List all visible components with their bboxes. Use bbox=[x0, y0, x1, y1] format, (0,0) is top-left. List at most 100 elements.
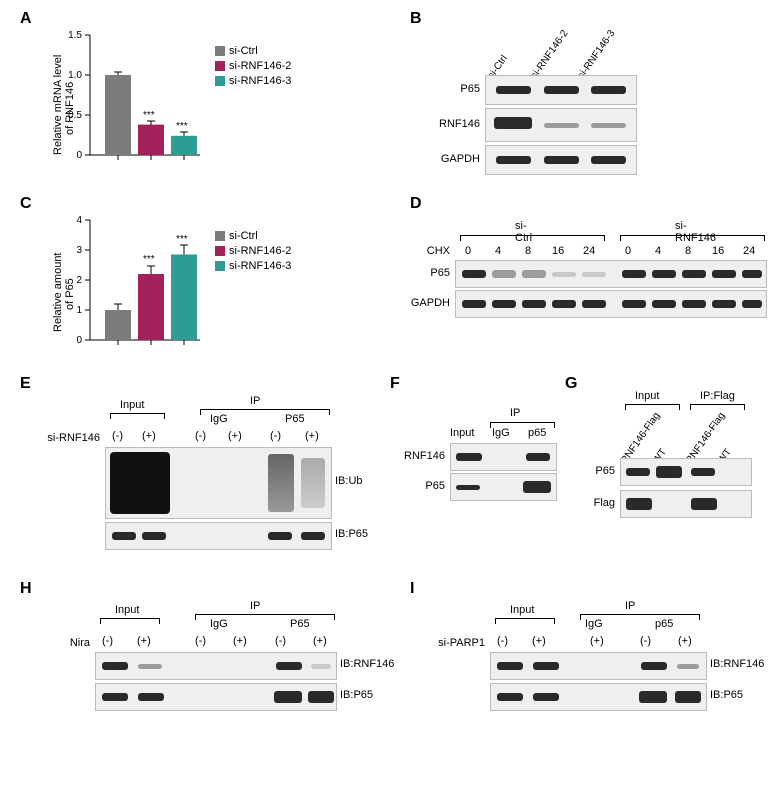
panel-F-igg: IgG bbox=[492, 427, 510, 439]
panel-D-group2: si-RNF146 bbox=[675, 220, 716, 244]
panel-I-blot2 bbox=[490, 683, 707, 711]
panel-A-ylabel-2: of RNF146 bbox=[64, 82, 76, 135]
svg-text:2: 2 bbox=[76, 275, 82, 286]
panel-B-row2: RNF146 bbox=[430, 118, 480, 130]
panel-I-pm1: (-) bbox=[497, 635, 508, 647]
svg-text:3: 3 bbox=[76, 245, 82, 256]
panel-B-blot1 bbox=[485, 75, 637, 105]
panel-D-blot2 bbox=[455, 290, 767, 318]
panel-E-pm5: (-) bbox=[270, 430, 281, 442]
panel-H-blot1 bbox=[95, 652, 337, 680]
panel-G-row1: P65 bbox=[575, 465, 615, 477]
panel-I-p65: p65 bbox=[655, 618, 673, 630]
panel-B-label: B bbox=[410, 10, 422, 28]
svg-text:1.5: 1.5 bbox=[68, 30, 82, 41]
panel-H-pm1: (-) bbox=[102, 635, 113, 647]
panel-H-ip: IP bbox=[250, 600, 260, 612]
panel-D-t3a: 16 bbox=[552, 245, 564, 257]
panel-F-label: F bbox=[390, 375, 400, 393]
panel-B-row3: GAPDH bbox=[430, 153, 480, 165]
panel-C-chart: 0 1 2 3 4 *** *** Relative amount of P65… bbox=[50, 210, 210, 365]
panel-E-ub-blot bbox=[105, 447, 332, 519]
panel-H-ib1: IB:RNF146 bbox=[340, 658, 394, 670]
panel-B-col3: si-RNF146-3 bbox=[576, 28, 618, 81]
panel-E-pm4: (+) bbox=[228, 430, 242, 442]
panel-D-chx-label: CHX bbox=[415, 245, 450, 257]
panel-H-igg: IgG bbox=[210, 618, 228, 630]
panel-H-br-in bbox=[100, 618, 160, 619]
panel-I-pm4: (-) bbox=[640, 635, 651, 647]
panel-I-pm5: (+) bbox=[678, 635, 692, 647]
panel-D-row1: P65 bbox=[415, 267, 450, 279]
svg-text:1.0: 1.0 bbox=[68, 70, 82, 81]
panel-H-rowlabel: Nira bbox=[35, 637, 90, 649]
panel-E-pm2: (+) bbox=[142, 430, 156, 442]
panel-G-label: G bbox=[565, 375, 577, 393]
panel-D-t2a: 8 bbox=[525, 245, 531, 257]
panel-C-ylabel-1: Relative amount bbox=[52, 253, 64, 333]
panel-I-blot1 bbox=[490, 652, 707, 680]
panel-E-pm3: (-) bbox=[195, 430, 206, 442]
panel-G-blot2 bbox=[620, 490, 752, 518]
panel-E-ib2: IB:P65 bbox=[335, 528, 368, 540]
panel-C-legend-2: si-RNF146-2 bbox=[215, 245, 291, 257]
panel-F-p65col: p65 bbox=[528, 427, 546, 439]
panel-D-blot1 bbox=[455, 260, 767, 288]
panel-C-ylabel-2: of P65 bbox=[64, 278, 76, 310]
panel-B-blot3 bbox=[485, 145, 637, 175]
panel-A-legend-3: si-RNF146-3 bbox=[215, 75, 291, 87]
panel-I-ib1: IB:RNF146 bbox=[710, 658, 764, 670]
panel-E-label: E bbox=[20, 375, 31, 393]
figure-root: A B C D E F G H I 0 0.5 1.0 1.5 bbox=[10, 10, 765, 796]
panel-H-pm2: (+) bbox=[137, 635, 151, 647]
panel-D-bracket1 bbox=[460, 235, 605, 236]
svg-text:1: 1 bbox=[76, 305, 82, 316]
panel-I-rowlabel: si-PARP1 bbox=[425, 637, 485, 649]
panel-B-row1: P65 bbox=[430, 83, 480, 95]
panel-A-legend-1: si-Ctrl bbox=[215, 45, 258, 57]
panel-E-bracket bbox=[200, 409, 330, 410]
panel-D-label: D bbox=[410, 195, 422, 213]
panel-D-t4a: 24 bbox=[583, 245, 595, 257]
panel-I-ib2: IB:P65 bbox=[710, 689, 743, 701]
panel-H-input: Input bbox=[115, 604, 139, 616]
panel-D-t0a: 0 bbox=[465, 245, 471, 257]
panel-H-pm5: (-) bbox=[275, 635, 286, 647]
svg-text:0: 0 bbox=[76, 150, 82, 161]
panel-D-bracket2 bbox=[620, 235, 765, 236]
panel-D-t1b: 4 bbox=[655, 245, 661, 257]
panel-D-t1a: 4 bbox=[495, 245, 501, 257]
panel-I-pm3: (+) bbox=[590, 635, 604, 647]
panel-E-igg: IgG bbox=[210, 413, 228, 425]
panel-H-pm6: (+) bbox=[313, 635, 327, 647]
panel-D-t4b: 24 bbox=[743, 245, 755, 257]
panel-I-ip: IP bbox=[625, 600, 635, 612]
panel-E-input: Input bbox=[120, 399, 144, 411]
panel-C-sig-2: *** bbox=[143, 254, 155, 265]
panel-B-blot2 bbox=[485, 108, 637, 142]
panel-F-blot1 bbox=[450, 443, 557, 471]
panel-G-top2: IP:Flag bbox=[700, 390, 735, 402]
panel-I-bracket bbox=[580, 614, 700, 615]
panel-F-ip: IP bbox=[510, 407, 520, 419]
panel-E-bracket-in bbox=[110, 413, 165, 414]
panel-E-p65: P65 bbox=[285, 413, 305, 425]
panel-E-p65-blot bbox=[105, 522, 332, 550]
panel-H-pm3: (-) bbox=[195, 635, 206, 647]
panel-F-row1: RNF146 bbox=[395, 450, 445, 462]
panel-A-chart: 0 0.5 1.0 1.5 *** *** Relative mRNA leve… bbox=[50, 25, 210, 180]
panel-A-sig-2: *** bbox=[143, 110, 155, 121]
panel-E-rowlabel: si-RNF146 bbox=[35, 432, 100, 444]
panel-E-pm1: (-) bbox=[112, 430, 123, 442]
panel-I-label: I bbox=[410, 580, 414, 598]
panel-A-sig-3: *** bbox=[176, 121, 188, 132]
panel-H-pm4: (+) bbox=[233, 635, 247, 647]
panel-H-bracket bbox=[195, 614, 335, 615]
panel-H-blot2 bbox=[95, 683, 337, 711]
panel-I-pm2: (+) bbox=[532, 635, 546, 647]
panel-F-input: Input bbox=[450, 427, 474, 439]
panel-E-ib1: IB:Ub bbox=[335, 475, 363, 487]
panel-I-br-in bbox=[495, 618, 555, 619]
panel-A-label: A bbox=[20, 10, 32, 28]
panel-C-sig-3: *** bbox=[176, 234, 188, 245]
